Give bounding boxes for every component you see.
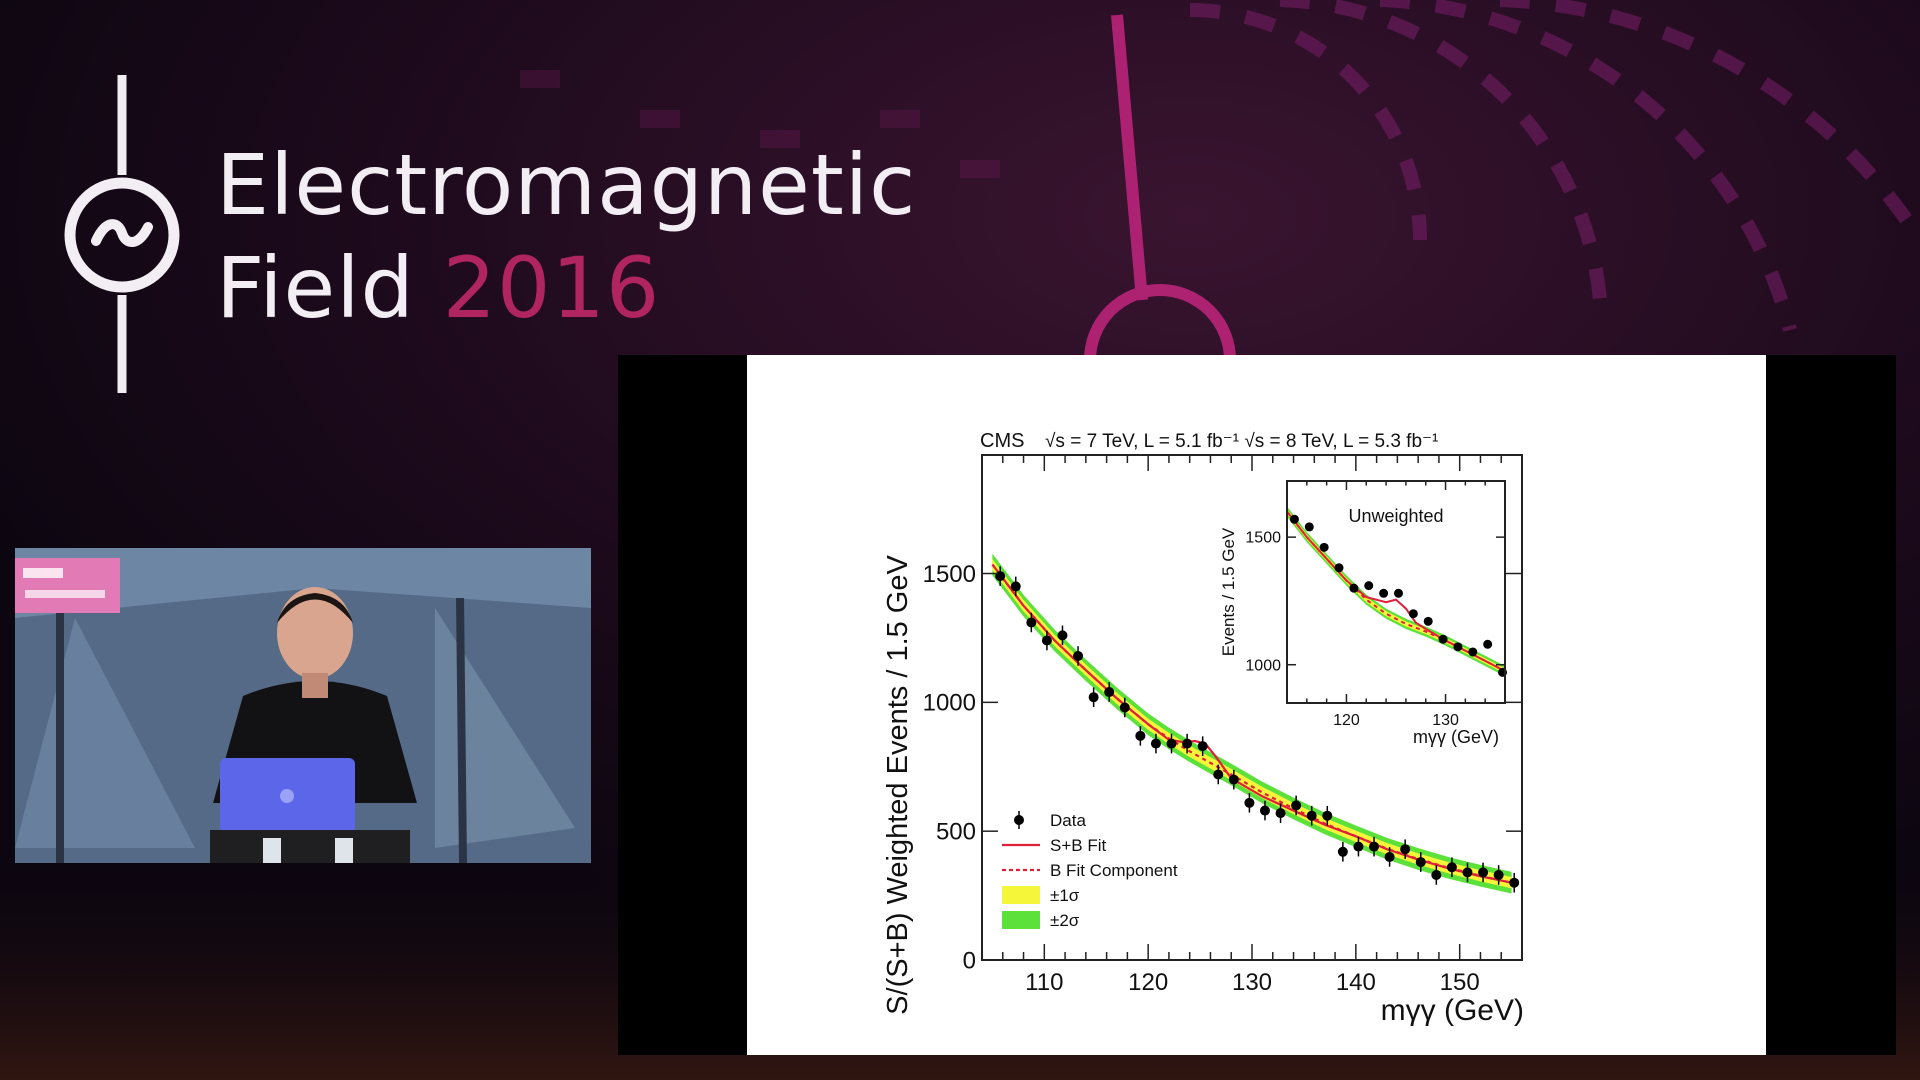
data-point: [1468, 647, 1478, 657]
chart-header: √s = 7 TeV, L = 5.1 fb⁻¹ √s = 8 TeV, L =…: [1045, 431, 1438, 452]
x-tick-label: 110: [1025, 969, 1063, 996]
x-tick-label: 130: [1432, 712, 1459, 729]
legend-label: Data: [1050, 811, 1086, 830]
legend-label: ±2σ: [1050, 911, 1080, 930]
event-title-word: Field: [216, 239, 415, 337]
legend-label: S+B Fit: [1050, 836, 1106, 855]
legend-swatch: [1002, 886, 1040, 904]
plot-frame: [1286, 480, 1506, 704]
data-point: [1431, 869, 1442, 880]
data-point: [1259, 805, 1270, 816]
data-point: [1483, 639, 1493, 649]
data-point: [1379, 588, 1389, 598]
x-tick-label: 150: [1440, 969, 1480, 996]
inset-y-axis-label: Events / 1.5 GeV: [1219, 527, 1238, 656]
inset-title: Unweighted: [1348, 506, 1443, 526]
data-point: [1275, 808, 1286, 819]
data-point: [1057, 630, 1068, 641]
event-year: 2016: [442, 239, 661, 337]
inset-plot: 120 130 1000 1500 Unweighted Events / 1.5 GeV…: [1219, 480, 1508, 747]
y-axis-label: S/(S+B) Weighted Events / 1.5 GeV: [882, 555, 914, 1015]
data-point: [1509, 877, 1520, 888]
data-point: [1349, 583, 1359, 593]
data-point: [1213, 769, 1224, 780]
inset-x-axis-label: mγγ (GeV): [1413, 727, 1499, 747]
legend: Data S+B Fit B Fit Component ±1σ ±2σ: [1002, 811, 1178, 930]
data-point: [1364, 581, 1374, 591]
data-point: [1462, 867, 1473, 878]
sb-fit-line: [991, 563, 1512, 884]
data-point: [1369, 841, 1380, 852]
data-point: [1041, 635, 1052, 646]
power-sine-symbol-icon: [64, 75, 180, 393]
x-tick-label: 120: [1128, 969, 1168, 996]
slide-panel: CMS √s = 7 TeV, L = 5.1 fb⁻¹ √s = 8 TeV,…: [618, 355, 1896, 1055]
data-point: [1337, 846, 1348, 857]
data-point: [1353, 841, 1364, 852]
data-point: [1182, 738, 1193, 749]
legend-label: ±1σ: [1050, 886, 1080, 905]
cms-diphoton-mass-chart: CMS √s = 7 TeV, L = 5.1 fb⁻¹ √s = 8 TeV,…: [882, 430, 1524, 1027]
data-point: [1453, 642, 1463, 652]
data-point: [1010, 581, 1021, 592]
x-tick-label: 120: [1333, 712, 1360, 729]
data-point: [1478, 867, 1489, 878]
data-point: [1244, 797, 1255, 808]
event-title-line2: Field 2016: [216, 246, 660, 330]
data-point: [1291, 800, 1302, 811]
event-title-line1: Electromagnetic: [216, 136, 917, 234]
y-tick-label: 0: [963, 947, 976, 974]
data-point: [1438, 634, 1448, 644]
legend-label: B Fit Component: [1050, 861, 1178, 880]
y-tick-label: 1500: [923, 561, 976, 588]
data-point: [1088, 692, 1099, 703]
speaker-video-feed: [15, 548, 591, 863]
chart-experiment-label: CMS: [980, 430, 1024, 452]
data-point: [1319, 542, 1329, 552]
data-point: [1150, 738, 1161, 749]
x-axis-label: mγγ (GeV): [1381, 994, 1524, 1027]
y-tick-label: 500: [936, 819, 976, 846]
data-point: [1197, 741, 1208, 752]
data-point: [1166, 738, 1177, 749]
data-point: [1400, 844, 1411, 855]
data-point: [1026, 617, 1037, 628]
data-point: [995, 571, 1006, 582]
y-tick-label: 1500: [1245, 530, 1281, 547]
legend-marker: [1014, 815, 1024, 825]
data-point: [1334, 563, 1344, 573]
data-point: [1104, 687, 1115, 698]
data-point: [1446, 862, 1457, 873]
ems-badge: [15, 558, 120, 613]
b-fit-line: [991, 563, 1512, 884]
data-point: [1304, 522, 1314, 532]
data-point: [1384, 851, 1395, 862]
data-point: [1119, 702, 1130, 713]
presentation-slide: CMS √s = 7 TeV, L = 5.1 fb⁻¹ √s = 8 TeV,…: [747, 355, 1766, 1055]
y-tick-label: 1000: [923, 690, 976, 717]
x-tick-label: 140: [1336, 969, 1376, 996]
data-point: [1415, 857, 1426, 868]
data-point: [1322, 810, 1333, 821]
x-tick-label: 130: [1232, 969, 1272, 996]
y-tick-label: 1000: [1245, 657, 1281, 674]
data-point: [1228, 774, 1239, 785]
data-point: [1289, 514, 1299, 524]
data-point: [1408, 609, 1418, 619]
data-point: [1393, 588, 1403, 598]
data-point: [1306, 810, 1317, 821]
sb-fit-line: [1286, 511, 1506, 672]
data-point: [1073, 650, 1084, 661]
data-point: [1135, 730, 1146, 741]
data-point: [1423, 616, 1433, 626]
data-point: [1493, 869, 1504, 880]
legend-swatch: [1002, 911, 1040, 929]
